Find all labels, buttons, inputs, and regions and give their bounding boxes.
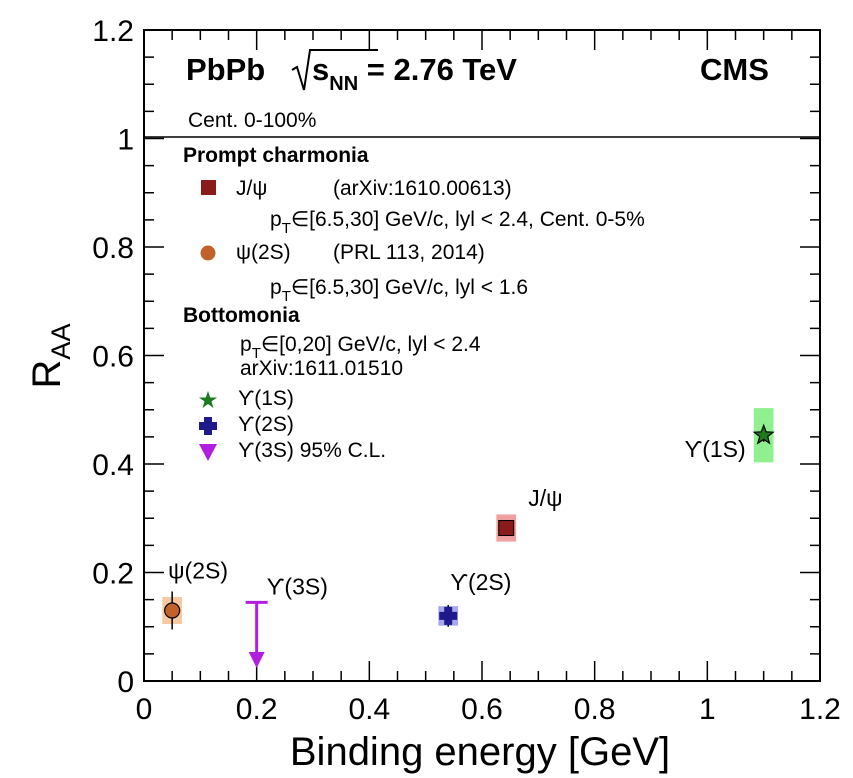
legend-jpsi-marker — [201, 180, 216, 195]
y-axis-title: RAA — [25, 324, 76, 389]
upper-limit-arrow — [248, 652, 265, 669]
point-annotation: ϒ(1S) — [684, 436, 745, 462]
legend-y2s-label: ϒ(2S) — [238, 413, 294, 436]
y-tick-label: 1.2 — [92, 15, 134, 48]
x-tick-label: 1.2 — [799, 693, 841, 726]
x-tick-label: 0.8 — [574, 693, 616, 726]
x-tick-label: 0.6 — [461, 693, 503, 726]
chart-title: PbPb — [186, 52, 265, 87]
x-tick-label: 0 — [136, 693, 153, 726]
marker-cross — [439, 606, 458, 625]
x-axis-title: Binding energy [GeV] — [290, 730, 670, 774]
legend-bottom-cuts: pT∈[0,20] GeV/c, lyl < 2.4 — [240, 333, 481, 362]
centrality-label: Cent. 0-100% — [188, 109, 316, 132]
y-axis-title-sub: AA — [46, 324, 76, 360]
legend-psi2s-marker — [200, 245, 216, 261]
data-point-square: J/ψ — [496, 485, 563, 542]
experiment-label: CMS — [700, 52, 769, 87]
point-annotation: ϒ(2S) — [450, 569, 511, 595]
y-axis-title-main: R — [25, 360, 69, 389]
legend-prompt-header: Prompt charmonia — [183, 144, 369, 167]
legend-y1s-label: ϒ(1S) — [238, 387, 294, 410]
data-point-star: ϒ(1S) — [684, 408, 775, 463]
legend-psi2s-ref: (PRL 113, 2014) — [333, 241, 485, 264]
legend-y3s-label: ϒ(3S) 95% C.L. — [238, 439, 386, 462]
legend-bottom-ref: arXiv:1611.01510 — [240, 357, 403, 380]
y-tick-label: 1 — [117, 124, 134, 157]
point-annotation: ψ(2S) — [168, 557, 228, 583]
marker-star — [752, 423, 775, 445]
legend-y3s-marker — [199, 444, 217, 461]
y-tick-label: 0.8 — [92, 232, 134, 265]
marker-circle — [164, 602, 181, 619]
marker-square — [498, 520, 515, 537]
y-tick-label: 0.6 — [92, 341, 134, 374]
legend-psi2s-cuts: pT∈[6.5,30] GeV/c, lyl < 1.6 — [270, 276, 528, 305]
legend-psi2s-label: ψ(2S) — [236, 241, 291, 264]
point-annotation: ϒ(3S) — [267, 573, 328, 599]
data-point-arrow-down: ϒ(3S) — [245, 573, 328, 669]
legend-jpsi-label: J/ψ — [236, 177, 267, 200]
x-tick-label: 0.2 — [236, 693, 278, 726]
y-tick-label: 0 — [117, 666, 134, 699]
legend-bottom-header: Bottomonia — [183, 304, 300, 327]
point-annotation: J/ψ — [528, 485, 562, 511]
legend-y2s-marker — [199, 417, 217, 435]
legend-jpsi-cuts: pT∈[6.5,30] GeV/c, lyl < 2.4, Cent. 0-5% — [270, 208, 645, 237]
data-point-circle: ψ(2S) — [162, 557, 228, 630]
legend-jpsi-ref: (arXiv:1610.00613) — [333, 177, 512, 200]
x-tick-label: 1 — [699, 693, 716, 726]
legend: Prompt charmonia J/ψ (arXiv:1610.00613) … — [183, 144, 645, 462]
x-tick-label: 0.4 — [348, 693, 390, 726]
y-tick-label: 0.2 — [92, 558, 134, 591]
y-tick-label: 0.4 — [92, 449, 134, 482]
legend-y1s-marker — [199, 391, 217, 408]
sqrt-sign — [291, 49, 378, 91]
svg-text:RAA: RAA — [25, 324, 76, 389]
energy-label: sNN = 2.76 TeV — [312, 52, 517, 95]
data-point-cross: ϒ(2S) — [438, 569, 511, 627]
